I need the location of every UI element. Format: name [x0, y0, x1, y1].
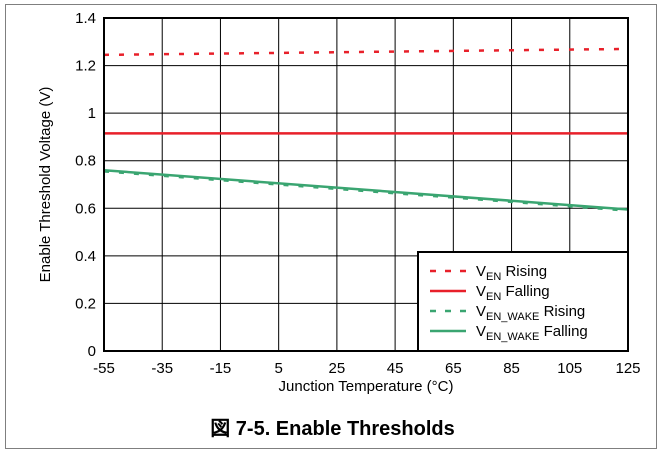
x-tick-label: -55: [93, 360, 115, 377]
series-line-0: [103, 47, 629, 57]
x-axis-label: Junction Temperature (°C): [279, 378, 454, 395]
x-tick-label: -35: [151, 360, 173, 377]
x-tick-label: 105: [557, 360, 582, 377]
y-tick-label: 0.8: [75, 153, 96, 170]
y-tick-label: 0.4: [75, 248, 96, 265]
y-tick-label: 0: [88, 343, 96, 360]
y-tick-label: 0.6: [75, 200, 96, 217]
x-tick-label: 45: [387, 360, 404, 377]
figure-frame: [5, 4, 657, 449]
plot-border: [103, 17, 629, 352]
y-tick-label: 1: [88, 105, 96, 122]
y-tick-label: 0.2: [75, 295, 96, 312]
y-axis-label: Enable Threshold Voltage (V): [37, 87, 54, 283]
x-tick-label: 85: [503, 360, 520, 377]
tick-labels: -55 -35 -15 5 25 45 65 85 105 125 0 0.2 0.4 0.6 0.8 1 1.…: [75, 10, 640, 377]
x-tick-label: -15: [210, 360, 232, 377]
y-tick-label: 1.2: [75, 58, 96, 75]
y-tick-label: 1.4: [75, 10, 96, 27]
legend-label: VEN_WAKE Falling: [476, 323, 588, 343]
legend-label: VEN Falling: [476, 283, 550, 303]
series-layer: [103, 47, 629, 212]
x-tick-label: 125: [615, 360, 640, 377]
x-tick-label: 65: [445, 360, 462, 377]
series-line-3: [103, 168, 629, 211]
x-tick-label: 5: [274, 360, 282, 377]
figure-caption: 図 7-5. Enable Thresholds: [210, 418, 455, 440]
legend-label: VEN Rising: [476, 263, 547, 283]
legend-label: VEN_WAKE Rising: [476, 303, 585, 323]
x-tick-label: 25: [329, 360, 346, 377]
legend-box: [417, 251, 629, 352]
